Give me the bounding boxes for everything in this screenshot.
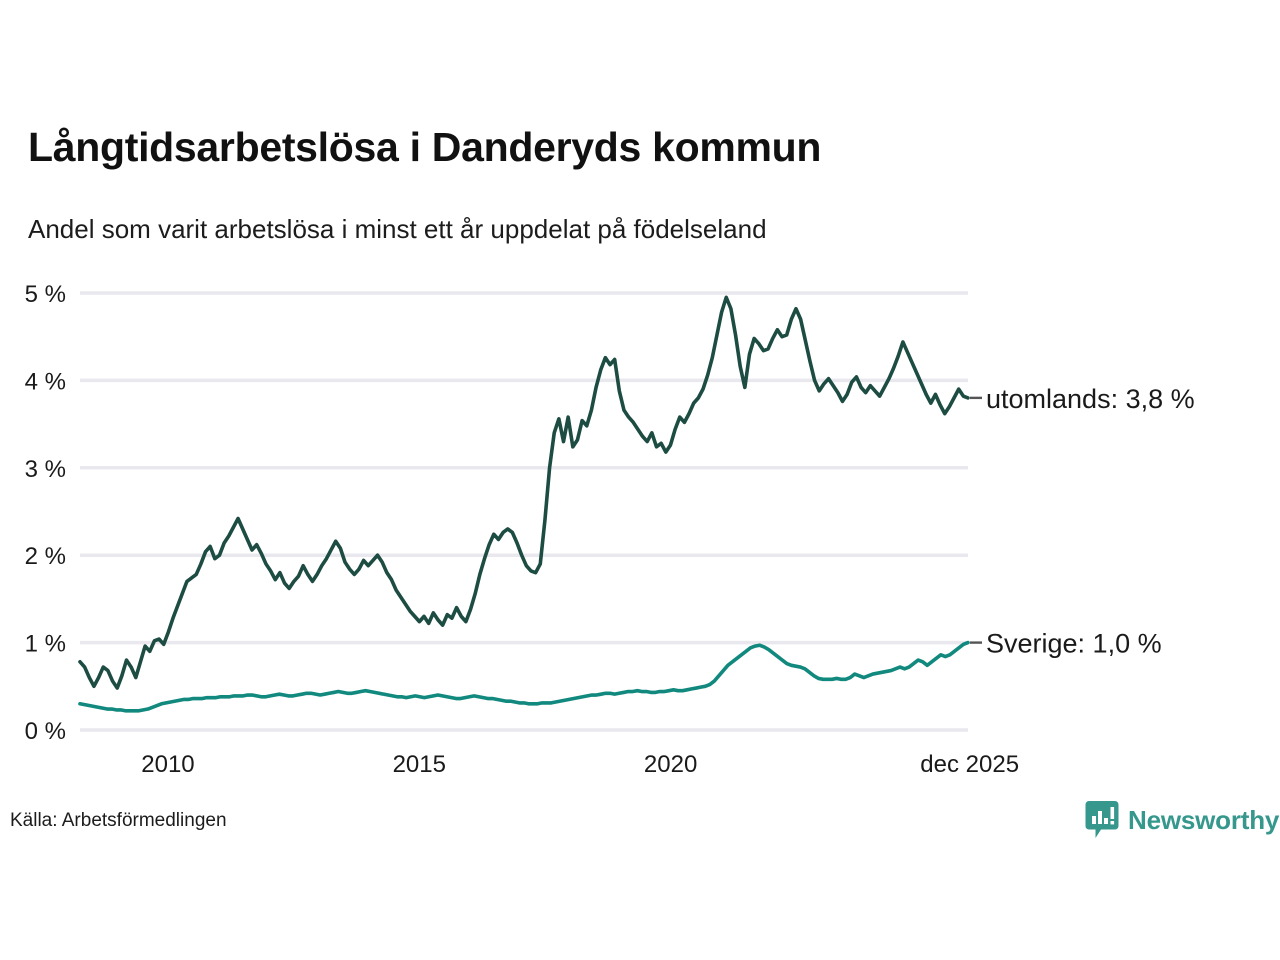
chart-subtitle: Andel som varit arbetslösa i minst ett å…	[28, 214, 767, 244]
y-axis-tick-label: 5 %	[25, 281, 66, 308]
bar-chart-speech-bubble-icon	[1085, 801, 1119, 838]
x-axis-tick-label: 2010	[141, 751, 194, 778]
series-end-label-utomlands: utomlands: 3,8 %	[986, 384, 1195, 414]
y-axis-tick-label: 3 %	[25, 456, 66, 483]
series-end-label-Sverige: Sverige: 1,0 %	[986, 629, 1162, 659]
x-axis-tick-label: 2020	[644, 751, 697, 778]
y-axis-tick-label: 0 %	[25, 718, 66, 745]
y-axis-tick-label: 4 %	[25, 368, 66, 395]
series-line-Sverige	[78, 640, 970, 713]
logo-wordmark: Newsworthy	[1128, 804, 1280, 835]
page-title: Långtidsarbetslösa i Danderyds kommun	[28, 124, 822, 170]
source-note: Källa: Arbetsförmedlingen	[10, 810, 227, 831]
x-axis-tick-label: 2015	[393, 751, 446, 778]
series-line-utomlands	[78, 295, 970, 690]
y-axis-tick-label: 2 %	[25, 543, 66, 570]
newsworthy-logo: Newsworthy	[1085, 800, 1279, 840]
x-axis-tick-label: dec 2025	[920, 751, 1019, 778]
y-axis-tick-label: 1 %	[25, 631, 66, 658]
